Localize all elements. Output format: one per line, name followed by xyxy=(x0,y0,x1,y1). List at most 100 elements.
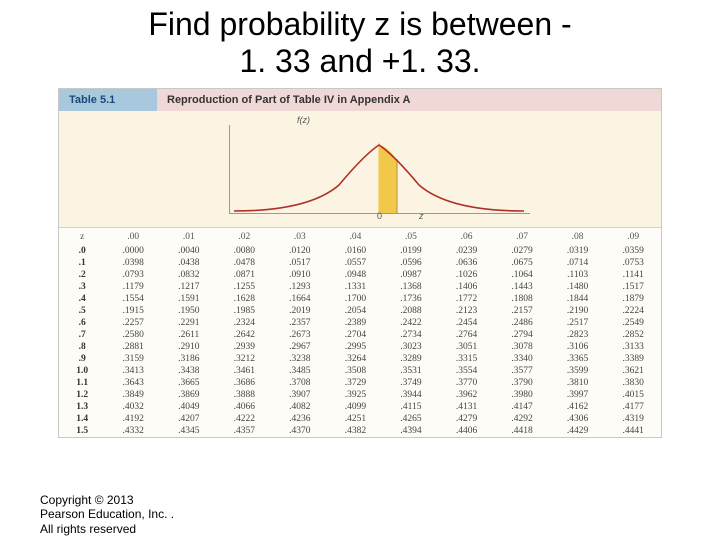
z-cell: .0636 xyxy=(439,257,495,269)
z-cell: .4429 xyxy=(550,425,606,437)
z-cell: .0438 xyxy=(161,257,217,269)
z-cell: .3849 xyxy=(105,389,161,401)
z-cell: .3315 xyxy=(439,353,495,365)
z-cell: .1554 xyxy=(105,293,161,305)
z-cell: .1700 xyxy=(328,293,384,305)
col-header: .03 xyxy=(272,228,328,245)
z-cell: .1517 xyxy=(605,281,661,293)
z-row-label: .1 xyxy=(59,257,105,269)
copyright-line: Pearson Education, Inc. . xyxy=(40,507,174,521)
y-axis-label: f(z) xyxy=(297,115,310,125)
z-cell: .3078 xyxy=(494,341,550,353)
z-cell: .0478 xyxy=(217,257,273,269)
z-cell: .4115 xyxy=(383,401,439,413)
table-row: .5.1915.1950.1985.2019.2054.2088.2123.21… xyxy=(59,305,661,317)
table-row: .3.1179.1217.1255.1293.1331.1368.1406.14… xyxy=(59,281,661,293)
z-cell: .3997 xyxy=(550,389,606,401)
z-cell: .3238 xyxy=(272,353,328,365)
z-cell: .4319 xyxy=(605,413,661,425)
col-header: .09 xyxy=(605,228,661,245)
z-cell: .2389 xyxy=(328,317,384,329)
z-row-label: .2 xyxy=(59,269,105,281)
copyright-line: Copyright © 2013 xyxy=(40,493,134,507)
z-cell: .4082 xyxy=(272,401,328,413)
z-cell: .0948 xyxy=(328,269,384,281)
z-cell: .0714 xyxy=(550,257,606,269)
z-cell: .0199 xyxy=(383,245,439,257)
z-cell: .1064 xyxy=(494,269,550,281)
z-cell: .4049 xyxy=(161,401,217,413)
z-cell: .4222 xyxy=(217,413,273,425)
z-cell: .4332 xyxy=(105,425,161,437)
z-cell: .3289 xyxy=(383,353,439,365)
z-cell: .3888 xyxy=(217,389,273,401)
z-row-label: .8 xyxy=(59,341,105,353)
z-cell: .1772 xyxy=(439,293,495,305)
z-cell: .2357 xyxy=(272,317,328,329)
z-cell: .2054 xyxy=(328,305,384,317)
z-row-label: .6 xyxy=(59,317,105,329)
z-cell: .1406 xyxy=(439,281,495,293)
z-cell: .0753 xyxy=(605,257,661,269)
z-cell: .4418 xyxy=(494,425,550,437)
z-cell: .2704 xyxy=(328,329,384,341)
z-cell: .3106 xyxy=(550,341,606,353)
z-cell: .1368 xyxy=(383,281,439,293)
z-cell: .3869 xyxy=(161,389,217,401)
z-cell: .2611 xyxy=(161,329,217,341)
table-row: 1.3.4032.4049.4066.4082.4099.4115.4131.4… xyxy=(59,401,661,413)
z-cell: .3554 xyxy=(439,365,495,377)
z-row-label: 1.3 xyxy=(59,401,105,413)
z-cell: .2291 xyxy=(161,317,217,329)
z-row-label: 1.1 xyxy=(59,377,105,389)
z-cell: .3686 xyxy=(217,377,273,389)
z-cell: .3665 xyxy=(161,377,217,389)
table-row: 1.0.3413.3438.3461.3485.3508.3531.3554.3… xyxy=(59,365,661,377)
z-cell: .0000 xyxy=(105,245,161,257)
z-cell: .1179 xyxy=(105,281,161,293)
z-cell: .2549 xyxy=(605,317,661,329)
z-cell: .4099 xyxy=(328,401,384,413)
curve-area: f(z) 0 z xyxy=(59,111,661,228)
z-cell: .3810 xyxy=(550,377,606,389)
z-cell: .4236 xyxy=(272,413,328,425)
z-cell: .3643 xyxy=(105,377,161,389)
z-cell: .2881 xyxy=(105,341,161,353)
z-cell: .1026 xyxy=(439,269,495,281)
z-cell: .0832 xyxy=(161,269,217,281)
table-row: .2.0793.0832.0871.0910.0948.0987.1026.10… xyxy=(59,269,661,281)
z-cell: .0040 xyxy=(161,245,217,257)
z-cell: .3023 xyxy=(383,341,439,353)
z-cell: .4292 xyxy=(494,413,550,425)
z-cell: .0675 xyxy=(494,257,550,269)
z-cell: .3159 xyxy=(105,353,161,365)
z-cell: .3508 xyxy=(328,365,384,377)
z-cell: .4177 xyxy=(605,401,661,413)
z-row-label: 1.0 xyxy=(59,365,105,377)
z-cell: .4441 xyxy=(605,425,661,437)
col-header: .04 xyxy=(328,228,384,245)
z-cell: .0557 xyxy=(328,257,384,269)
slide: Find probability z is between - 1. 33 an… xyxy=(0,0,720,540)
z-cell: .0910 xyxy=(272,269,328,281)
z-cell: .2190 xyxy=(550,305,606,317)
z-cell: .0871 xyxy=(217,269,273,281)
z-cell: .1591 xyxy=(161,293,217,305)
z-cell: .2642 xyxy=(217,329,273,341)
z-cell: .1217 xyxy=(161,281,217,293)
z-cell: .0319 xyxy=(550,245,606,257)
z-row-label: .7 xyxy=(59,329,105,341)
z-cell: .2967 xyxy=(272,341,328,353)
z-cell: .4370 xyxy=(272,425,328,437)
z-cell: .2486 xyxy=(494,317,550,329)
slide-title: Find probability z is between - 1. 33 an… xyxy=(0,0,720,80)
z-cell: .3051 xyxy=(439,341,495,353)
z-cell: .2995 xyxy=(328,341,384,353)
z-cell: .1808 xyxy=(494,293,550,305)
z-cell: .1331 xyxy=(328,281,384,293)
z-cell: .4131 xyxy=(439,401,495,413)
z-cell: .4279 xyxy=(439,413,495,425)
table-row: 1.1.3643.3665.3686.3708.3729.3749.3770.3… xyxy=(59,377,661,389)
title-line2: 1. 33 and +1. 33. xyxy=(239,43,480,79)
z-cell: .0080 xyxy=(217,245,273,257)
